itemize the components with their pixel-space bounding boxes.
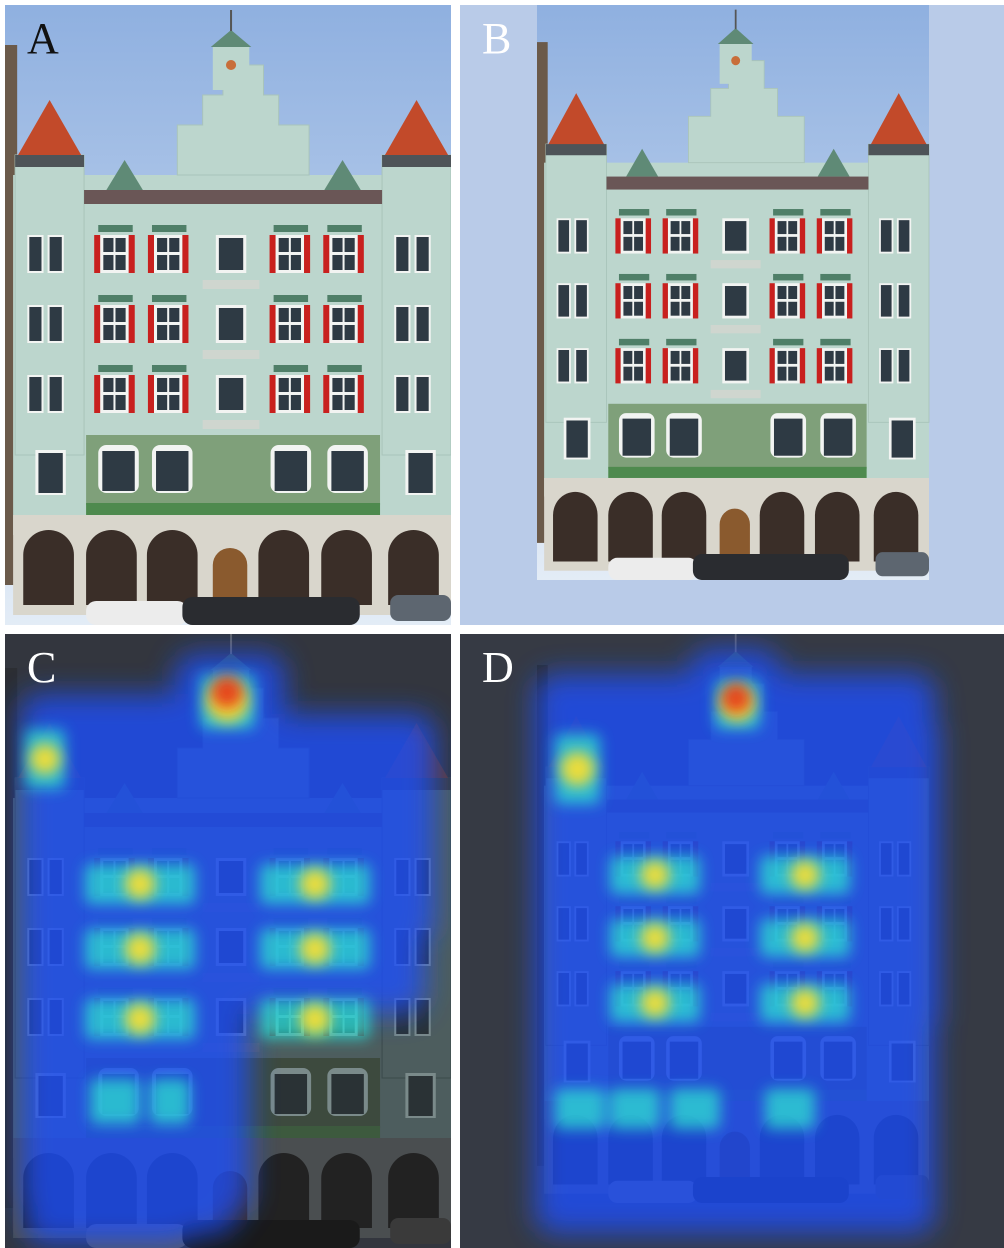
panel-a-photo: A [5, 5, 451, 625]
panel-label-c: C [27, 643, 57, 692]
facade-photo-retargeted [460, 5, 1004, 625]
panel-c-heatmap: C [5, 634, 451, 1248]
panel-d-heatmap: D [460, 634, 1004, 1248]
facade-photo-original [5, 5, 451, 625]
saliency-heatmap-original [5, 634, 451, 1248]
panel-label-b: B [482, 14, 512, 63]
panel-label-a: A [27, 14, 59, 63]
panel-b-photo: B [460, 5, 1004, 625]
panel-label-d: D [482, 643, 514, 692]
saliency-heatmap-retargeted [460, 634, 1004, 1248]
